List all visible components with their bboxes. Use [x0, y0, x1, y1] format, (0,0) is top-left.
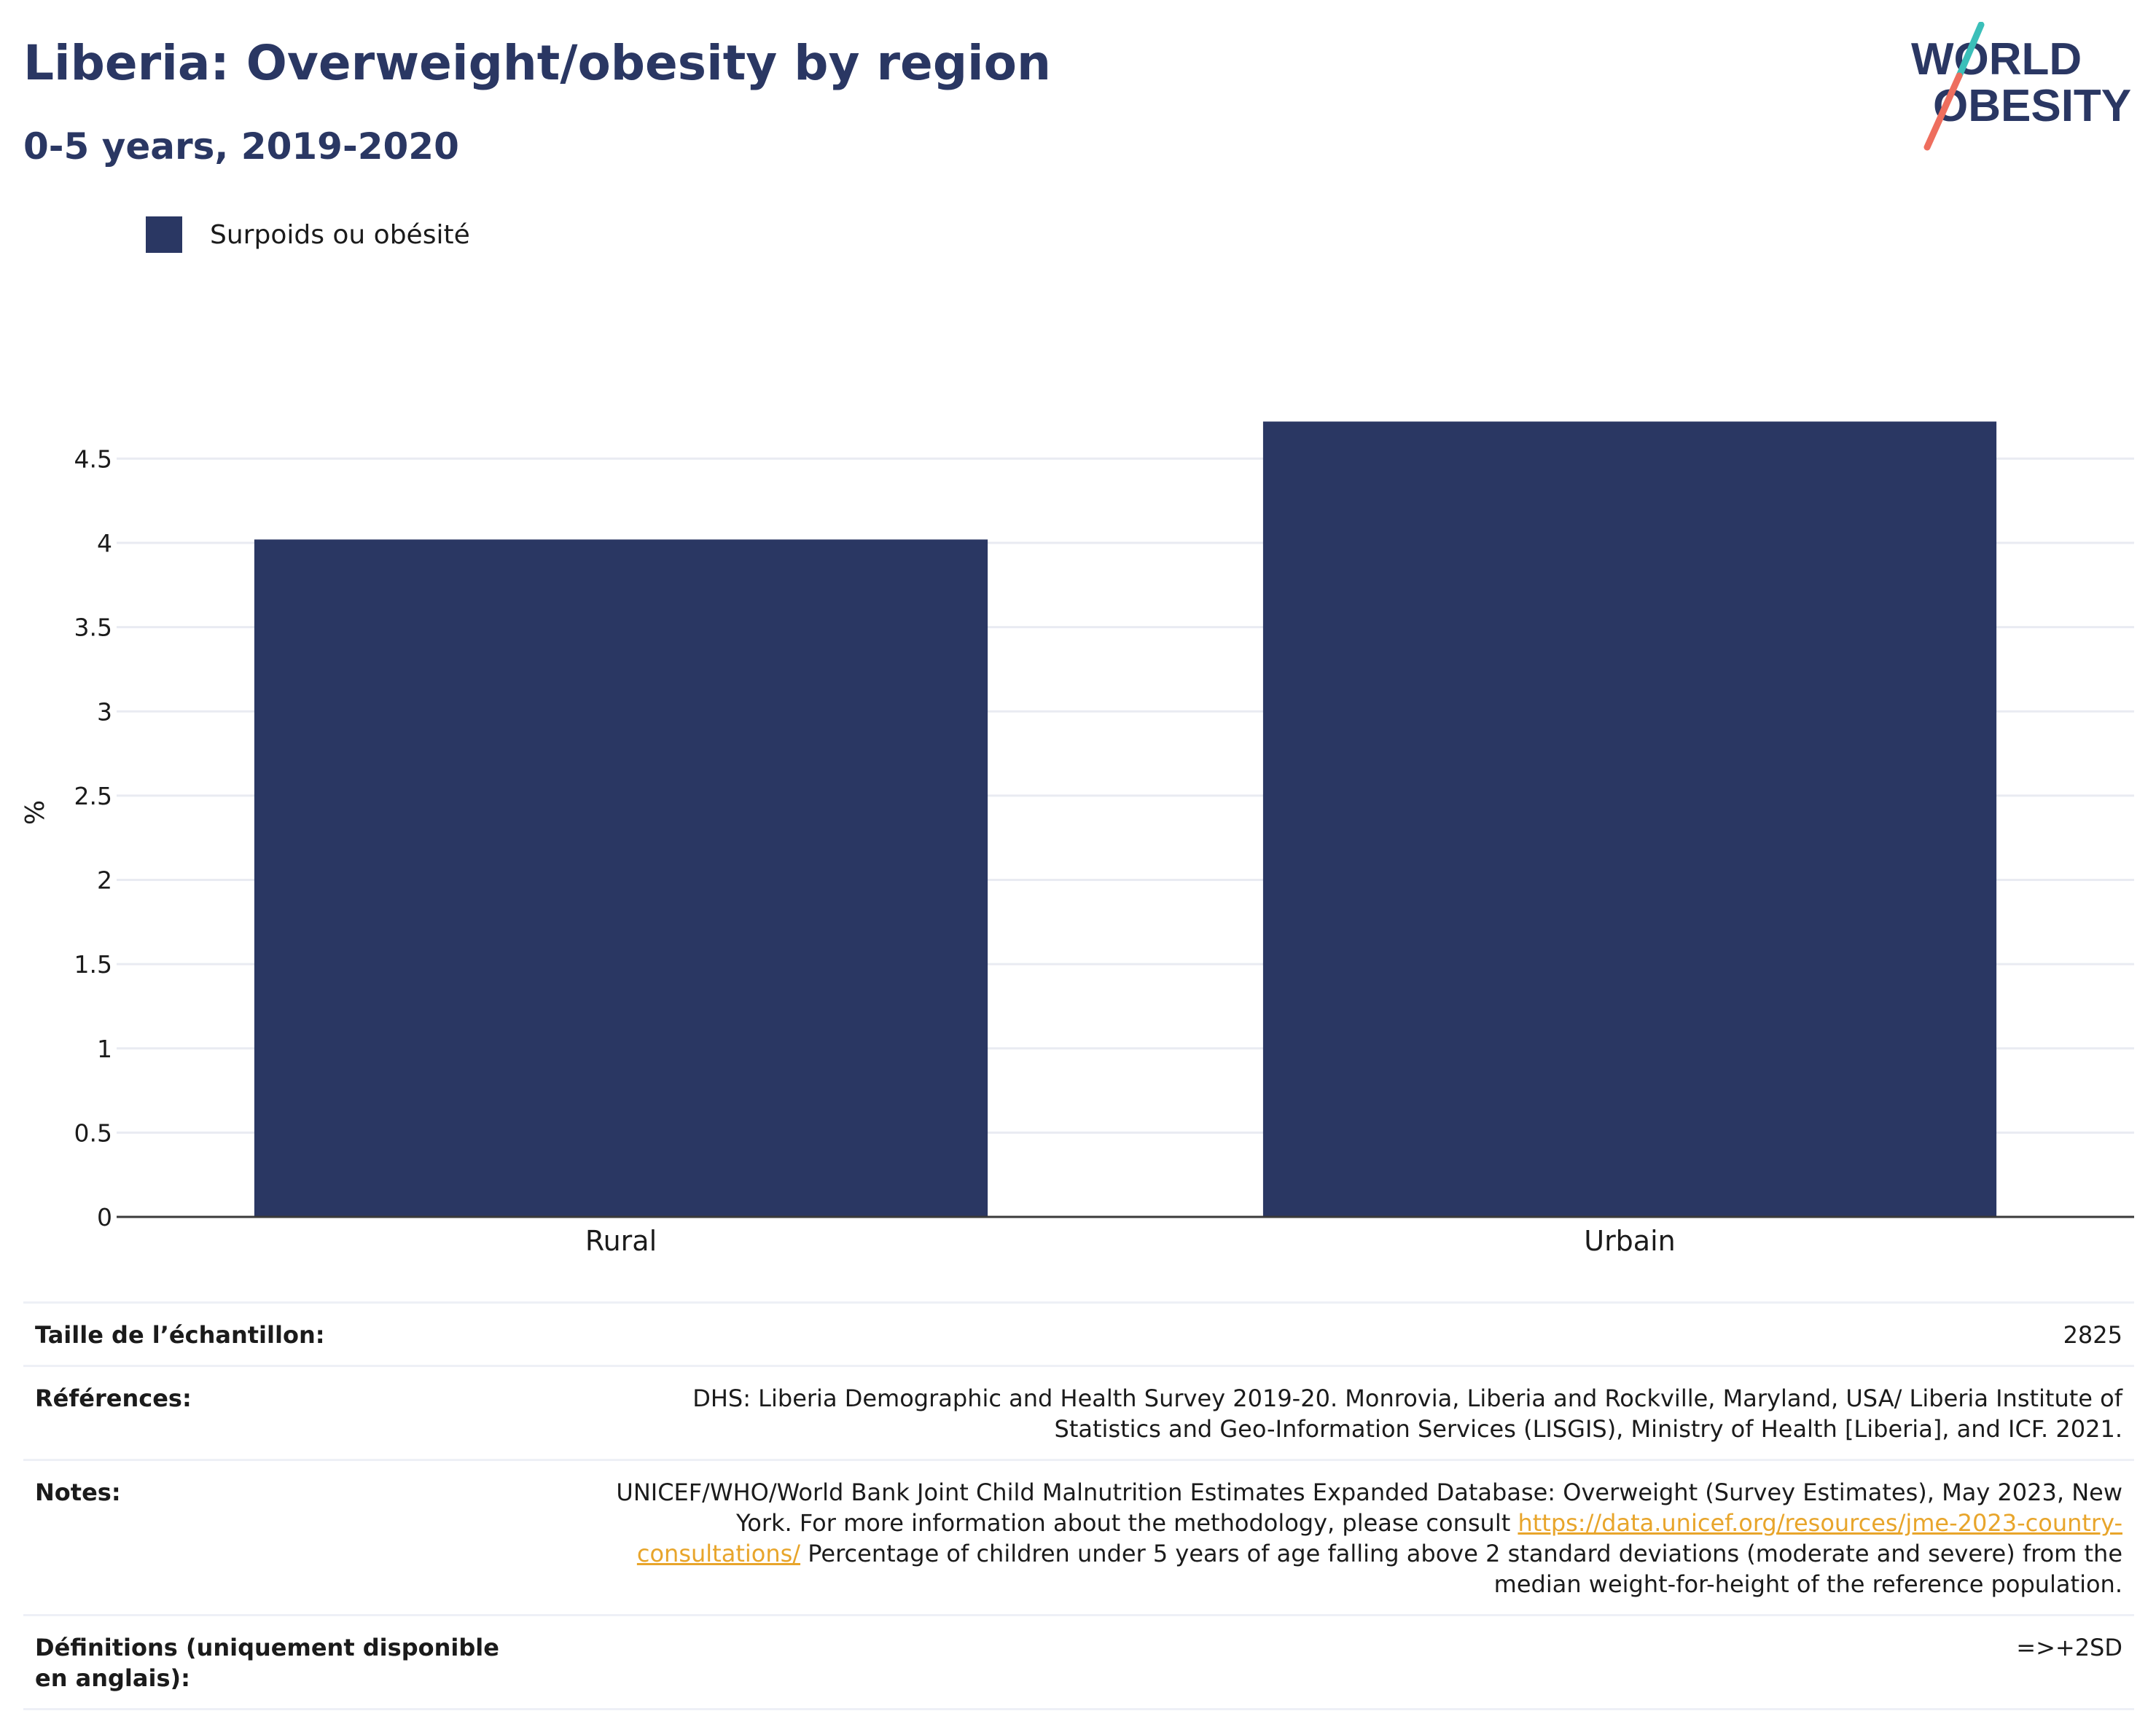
x-tick-label: Rural	[585, 1225, 657, 1257]
y-tick-label: 4.5	[74, 444, 112, 473]
legend-label: Surpoids ou obésité	[210, 219, 470, 250]
bars	[254, 421, 1997, 1217]
definitions-value: =>+2SD	[2016, 1634, 2122, 1661]
bar-rural	[254, 539, 988, 1217]
sample-size-label: Taille de l’échantillon:	[35, 1321, 325, 1349]
logo-word-world: WORLD	[1911, 34, 2082, 85]
notes-text-after: Percentage of children under 5 years of …	[800, 1540, 2122, 1598]
references-label: Références:	[35, 1385, 192, 1412]
definitions-label: Définitions (uniquement disponible en an…	[35, 1634, 499, 1692]
info-row-sample: Taille de l’échantillon: 2825	[23, 1301, 2134, 1365]
y-tick-label: 3.5	[74, 614, 112, 642]
y-tick-label: 4	[97, 529, 112, 557]
chart-subtitle: 0-5 years, 2019-2020	[23, 125, 459, 168]
notes-label: Notes:	[35, 1479, 121, 1506]
y-tick-label: 2.5	[74, 782, 112, 810]
info-row-notes: Notes: UNICEF/WHO/World Bank Joint Child…	[23, 1459, 2134, 1614]
logo-word-obesity: OBESITY	[1933, 81, 2131, 131]
y-tick-label: 3	[97, 697, 112, 726]
logo-slash-top	[1956, 22, 1985, 79]
legend-swatch	[146, 216, 182, 253]
logo-slash-bottom	[1923, 72, 1963, 151]
y-tick-label: 0	[97, 1203, 112, 1231]
chart-title: Liberia: Overweight/obesity by region	[23, 35, 1052, 91]
notes-value: UNICEF/WHO/World Bank Joint Child Malnut…	[592, 1477, 2122, 1599]
y-tick-label: 0.5	[74, 1119, 112, 1147]
y-tick-labels: 0 0.5 1 1.5 2 2.5 3 3.5 4 4.5	[74, 444, 112, 1231]
bar-urbain	[1262, 421, 1997, 1217]
x-tick-label: Urbain	[1584, 1225, 1676, 1257]
references-value: DHS: Liberia Demographic and Health Surv…	[692, 1385, 2122, 1443]
x-tick-labels: Rural Urbain	[585, 1225, 1676, 1257]
y-tick-label: 2	[97, 866, 112, 895]
notes-link[interactable]: https://data.unicef.org/resources/jme-20…	[636, 1509, 2122, 1567]
bar-chart: 0 0.5 1 1.5 2 2.5 3 3.5 4 4.5 Rural Urbain %	[20, 421, 2134, 1257]
world-obesity-logo: WORLD OBESITY	[1911, 22, 2131, 151]
y-tick-label: 1.5	[74, 950, 112, 979]
sample-size-value: 2825	[2063, 1321, 2122, 1349]
notes-text-before: UNICEF/WHO/World Bank Joint Child Malnut…	[616, 1479, 2122, 1537]
chart-legend[interactable]: Surpoids ou obésité	[146, 216, 470, 254]
info-row-definitions: Définitions (uniquement disponible en an…	[23, 1614, 2134, 1710]
info-table: Taille de l’échantillon: 2825 Références…	[23, 1301, 2134, 1710]
y-tick-label: 1	[97, 1035, 112, 1063]
y-axis-label: %	[20, 800, 50, 825]
info-row-references: Références: DHS: Liberia Demographic and…	[23, 1365, 2134, 1459]
